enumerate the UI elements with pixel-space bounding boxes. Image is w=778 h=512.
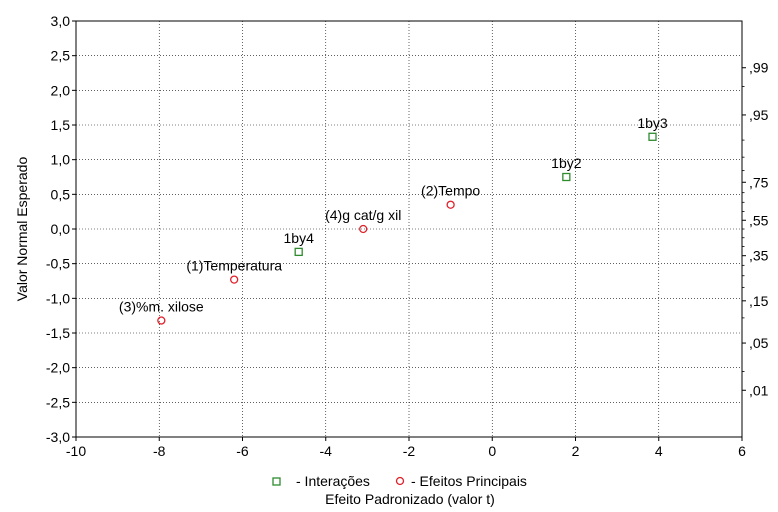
interaction-point-marker	[648, 132, 657, 141]
x-tick-label: -4	[320, 443, 333, 459]
y-tick-label: -2,5	[46, 394, 70, 410]
legend-square-marker	[272, 477, 281, 486]
main-effect-point-marker	[446, 200, 455, 209]
y-tick-label: 0,0	[51, 221, 71, 237]
y-tick-label: 2,0	[51, 82, 71, 98]
main-effect-point-marker	[230, 275, 239, 284]
main-effect-point-marker	[359, 224, 368, 234]
x-tick-label: 4	[655, 443, 663, 459]
point-label: (2)Tempo	[421, 183, 480, 199]
x-tick-label: 2	[572, 443, 580, 459]
grid	[76, 21, 742, 437]
legend-label-interacoes: - Interações	[296, 473, 370, 489]
legend: - Interações - Efeitos Principais	[272, 473, 527, 489]
data-points: 1by4 1by2 1by3 (3)%m. xilose (1)Temperatura (…	[119, 115, 668, 325]
y-tick-label: -2,0	[46, 360, 70, 376]
y-tick-label: 3,0	[51, 13, 71, 29]
y-tick-label: 1,0	[51, 152, 71, 168]
right-tick-label: ,95	[749, 107, 769, 123]
point-label: (4)g cat/g xil	[325, 207, 401, 223]
main-effect-point-marker	[157, 316, 166, 325]
x-tick-label: 0	[488, 443, 496, 459]
y-tick-label: -0,5	[46, 256, 70, 272]
x-tick-label: -10	[66, 443, 86, 459]
right-tick-label: ,15	[749, 293, 769, 309]
interaction-point-marker	[294, 247, 303, 257]
right-tick-label: ,75	[749, 174, 769, 190]
axes: -10 -8 -6 -4 -2 0 2 4 6 -3,0 -2,5 -2,0 -1,5 -1,0 -0,5 0…	[46, 13, 769, 459]
y-tick-label: 2,5	[51, 48, 71, 64]
x-tick-label: -2	[403, 443, 416, 459]
y-axis-title: Valor Normal Esperado	[14, 157, 30, 302]
right-tick-label: ,01	[749, 382, 769, 398]
right-tick-label: ,05	[749, 335, 769, 351]
point-label: (1)Temperatura	[186, 258, 282, 274]
point-label: (3)%m. xilose	[119, 299, 204, 315]
point-label: 1by4	[284, 230, 315, 246]
x-tick-label: 6	[738, 443, 746, 459]
y-tick-label: -3,0	[46, 429, 70, 445]
interaction-point-marker	[562, 172, 571, 182]
y-tick-label: -1,5	[46, 325, 70, 341]
legend-label-efeitos-principais: - Efeitos Principais	[411, 473, 527, 489]
x-axis-title: Efeito Padronizado (valor t)	[325, 491, 495, 507]
y-tick-label: 1,5	[51, 117, 71, 133]
right-tick-label: ,55	[749, 212, 769, 228]
point-label: 1by3	[637, 115, 668, 131]
x-tick-label: -6	[236, 443, 249, 459]
point-label: 1by2	[551, 155, 582, 171]
right-tick-label: ,99	[749, 60, 769, 76]
legend-circle-marker	[395, 476, 405, 486]
y-tick-label: 0,5	[51, 186, 71, 202]
x-tick-label: -8	[153, 443, 166, 459]
y-tick-label: -1,0	[46, 290, 70, 306]
right-tick-label: ,35	[749, 248, 769, 264]
